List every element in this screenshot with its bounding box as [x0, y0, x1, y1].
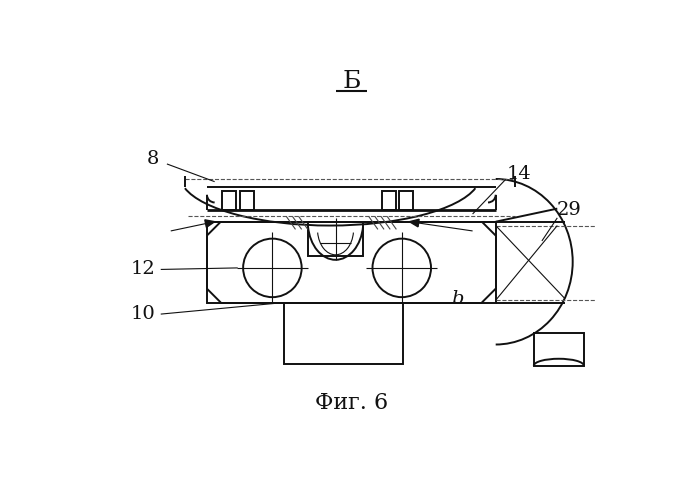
Bar — [284, 302, 403, 364]
Text: 12: 12 — [131, 260, 155, 278]
Bar — [207, 222, 496, 302]
Bar — [534, 334, 584, 366]
Text: 8: 8 — [147, 150, 159, 168]
Bar — [223, 191, 236, 210]
Polygon shape — [205, 220, 214, 228]
Text: 10: 10 — [131, 305, 155, 323]
Bar — [240, 191, 254, 210]
Text: 14: 14 — [506, 165, 531, 183]
Bar — [382, 191, 396, 210]
Bar — [399, 191, 414, 210]
Text: 29: 29 — [556, 201, 581, 219]
Text: Фиг. 6: Фиг. 6 — [315, 392, 388, 413]
Text: b: b — [451, 290, 464, 308]
Polygon shape — [409, 219, 419, 227]
Bar — [308, 222, 363, 256]
Text: Б: Б — [343, 70, 361, 93]
